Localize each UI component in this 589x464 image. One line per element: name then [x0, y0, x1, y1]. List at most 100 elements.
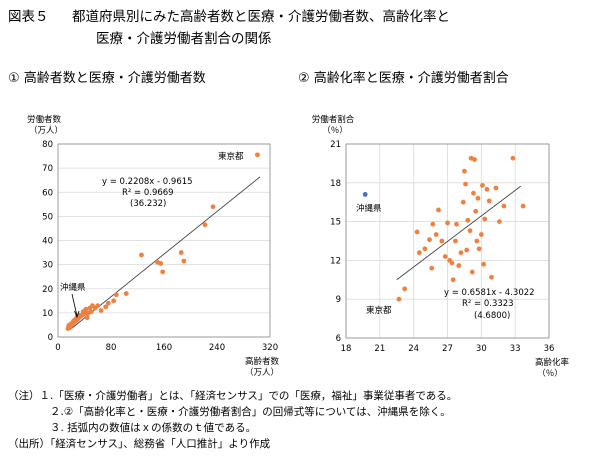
data-point: [469, 269, 475, 275]
chart1-title: ① 高齢者数と医療・介護労働者数: [8, 71, 206, 86]
y-tick-label: 20: [42, 285, 53, 295]
data-point: [496, 219, 502, 225]
x-tick-label: 160: [156, 343, 172, 353]
x-tick-label: 320: [262, 343, 278, 353]
chart2-label-okinawa: 沖縄県: [356, 203, 382, 214]
data-point: [202, 222, 208, 228]
chart1-okinawa-pointer: [71, 293, 78, 317]
chart2-tvalue: (4.6800): [474, 311, 510, 321]
data-point: [445, 220, 450, 226]
data-point: [111, 298, 117, 304]
data-point: [476, 246, 482, 252]
data-point: [416, 250, 422, 256]
data-point: [255, 152, 260, 158]
chart1-r2: R² = 0.9669: [122, 188, 174, 198]
data-point: [467, 228, 473, 234]
x-tick-label: 18: [341, 344, 352, 354]
y-tick-label: 12: [330, 256, 341, 266]
y-tick-label: 30: [42, 261, 53, 271]
chart2-y-ticks: 6 9 12 15 18 21: [330, 140, 341, 344]
y-tick-label: 60: [42, 188, 53, 198]
data-point: [98, 308, 104, 313]
data-point: [160, 269, 166, 275]
data-point: [454, 221, 459, 227]
x-tick-label: 21: [374, 344, 385, 354]
data-point: [520, 203, 526, 209]
x-tick-label: 80: [106, 343, 117, 353]
chart1: 労働者数 （万人） 高齢者数 （万人） 0 10 20 30 40 50 60 70 80 0 8…: [27, 114, 280, 378]
data-point: [510, 155, 516, 161]
x-tick-label: 36: [544, 344, 555, 354]
chart2-ylabel: 労働者割合: [312, 114, 355, 125]
data-point: [139, 252, 144, 258]
x-tick-label: 240: [209, 343, 225, 353]
data-point: [436, 207, 441, 213]
data-point: [103, 304, 109, 310]
data-point-okinawa: [362, 192, 368, 197]
data-point: [158, 261, 164, 266]
chart1-label-tokyo: 東京都: [218, 151, 244, 162]
chart2-equation: y = 0.6581x - 4.3022: [444, 288, 535, 298]
chart2-title: ② 高齢化率と医療・介護労働者割合: [298, 71, 509, 86]
data-point: [465, 217, 471, 223]
data-point: [113, 292, 119, 298]
data-point: [88, 309, 94, 315]
y-tick-label: 40: [42, 237, 53, 247]
chart1-label-okinawa: 沖縄県: [60, 282, 86, 293]
y-tick-label: 18: [330, 179, 341, 189]
data-point: [84, 315, 90, 321]
data-point: [442, 254, 448, 259]
data-point: [472, 157, 477, 162]
chart2-r2: R² = 0.3323: [462, 299, 514, 309]
y-tick-label: 9: [336, 295, 341, 305]
data-point: [463, 181, 468, 187]
y-tick-label: 0: [48, 333, 53, 343]
data-point: [80, 309, 86, 315]
figure-label: 図表５: [8, 9, 49, 25]
chart2-plot-frame: [345, 143, 550, 339]
data-point: [414, 229, 420, 235]
x-tick-label: 30: [476, 344, 487, 354]
data-point: [481, 261, 486, 267]
data-point: [475, 195, 481, 201]
chart2-x-ticks: 18 21 24 27 30 33 36: [341, 344, 555, 354]
chart1-ylabel-unit: （万人）: [29, 125, 63, 136]
chart2-points: [362, 155, 526, 302]
y-tick-label: 21: [330, 140, 341, 150]
y-tick-label: 15: [330, 218, 341, 228]
data-point: [480, 182, 485, 188]
chart1-tvalue: (36.232): [130, 199, 166, 209]
data-point: [427, 237, 432, 243]
x-tick-label: 0: [55, 343, 60, 353]
charts-svg: 労働者数 （万人） 高齢者数 （万人） 0 10 20 30 40 50 60 70 80 0 8…: [27, 114, 570, 379]
chart1-trendline: [69, 176, 261, 331]
chart2-xlabel-unit: （％）: [537, 368, 563, 379]
chart1-plot-frame: [57, 143, 271, 338]
x-tick-label: 33: [510, 344, 521, 354]
chart2-xlabel: 高齢化率: [535, 357, 570, 368]
data-point: [429, 265, 435, 271]
chart1-xlabel: 高齢者数: [245, 356, 280, 367]
note-3: ３. 括弧内の数値はｘの係数のｔ値である。: [50, 422, 257, 434]
chart2: 労働者割合 （％） 高齢化率 （％） 6 9 12 15 18 21 18 21 24 27 30…: [312, 114, 570, 379]
chart1-x-ticks: 0 80 160 240 320: [55, 343, 278, 353]
data-point: [484, 186, 490, 192]
data-point: [474, 238, 480, 244]
figure-title-line1: 都道府県別にみた高齢者数と医療・介護労働者数、高齢化率と: [72, 9, 450, 25]
y-tick-label: 6: [336, 334, 341, 344]
data-point: [449, 260, 455, 266]
data-point: [181, 258, 187, 264]
data-point: [422, 246, 428, 252]
data-point: [210, 204, 216, 210]
data-point: [464, 247, 470, 253]
figure-title-line2: 医療・介護労働者割合の関係: [96, 31, 272, 47]
y-tick-label: 50: [42, 212, 53, 222]
y-tick-label: 70: [42, 164, 53, 174]
data-point: [105, 300, 111, 306]
data-point: [450, 277, 456, 283]
data-point: [458, 250, 464, 256]
chart2-label-tokyo: 東京都: [366, 305, 392, 316]
note-source: （出所）「経済センサス」、総務省「人口推計」より作成: [8, 438, 271, 450]
data-point: [478, 232, 484, 237]
data-point: [460, 199, 466, 205]
